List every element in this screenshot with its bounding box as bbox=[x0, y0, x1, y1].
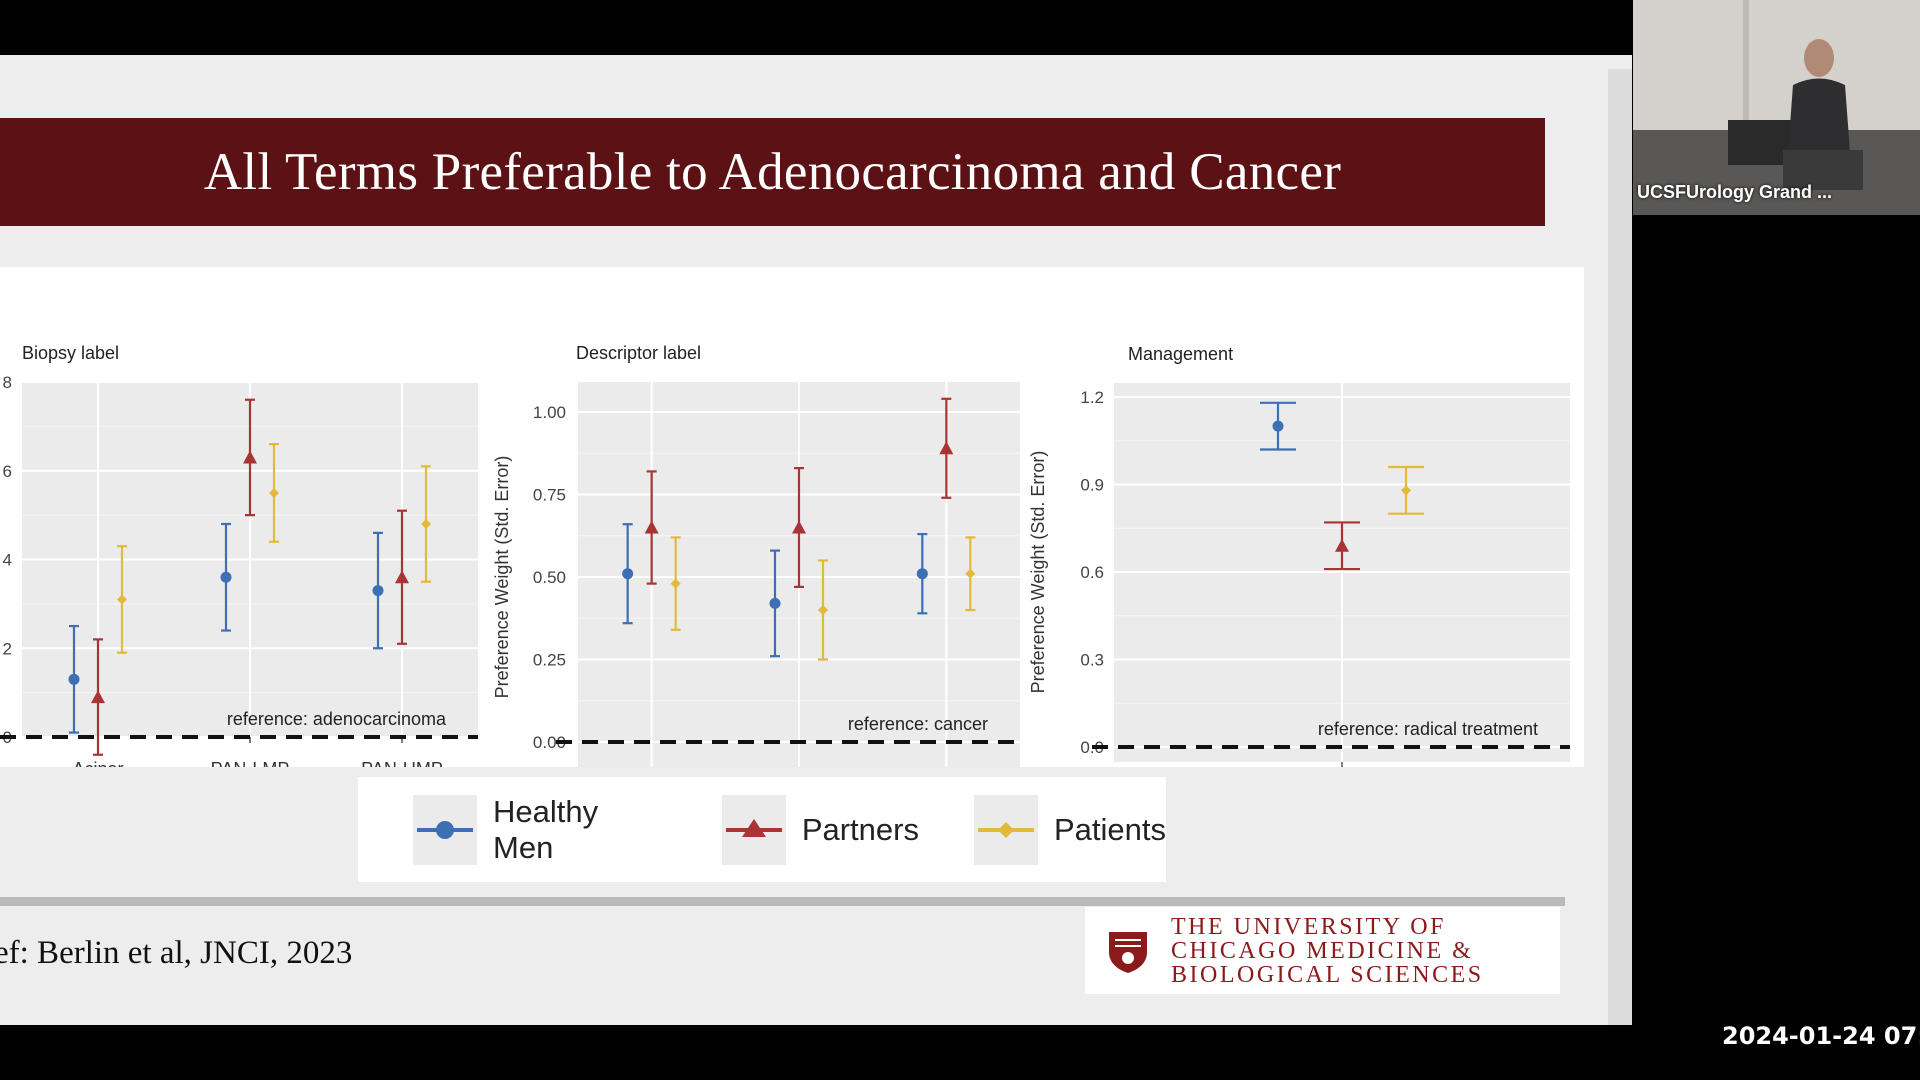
y-axis-label: Preference Weight (Std. Error) bbox=[492, 456, 512, 699]
legend: Healthy Men Partners Patients bbox=[358, 777, 1166, 882]
data-point-circle bbox=[68, 673, 80, 685]
logo-wordmark: THE UNIVERSITY OF CHICAGO MEDICINE & BIO… bbox=[1171, 915, 1484, 987]
legend-label: Healthy Men bbox=[493, 793, 599, 865]
y-tick-label: 1.00 bbox=[533, 403, 566, 422]
data-point-triangle bbox=[243, 450, 257, 464]
charts-panel: Biopsy label02468AcinarNeoplasmPAN-LMPPA… bbox=[0, 267, 1584, 767]
legend-label: Partners bbox=[801, 811, 919, 847]
data-point-diamond bbox=[269, 487, 279, 498]
data-point-circle bbox=[1272, 420, 1284, 432]
chart-title: Management bbox=[1128, 344, 1233, 364]
data-point-circle bbox=[622, 568, 634, 580]
citation-text: ef: Berlin et al, JNCI, 2023 bbox=[0, 935, 353, 971]
chart-title: Biopsy label bbox=[22, 343, 119, 363]
legend-key-diamond-icon bbox=[973, 794, 1038, 865]
participant-name: UCSFUrology Grand ... bbox=[1637, 182, 1833, 202]
legend-item-patients: Patients bbox=[973, 794, 1166, 865]
data-point-diamond bbox=[670, 578, 681, 589]
data-point-diamond bbox=[1401, 485, 1411, 496]
legend-key-triangle-icon bbox=[721, 794, 786, 865]
logo-line: THE UNIVERSITY OF bbox=[1171, 913, 1446, 940]
reference-label: reference: cancer bbox=[848, 714, 988, 734]
y-tick-label: 4 bbox=[3, 551, 12, 570]
university-logo: THE UNIVERSITY OF CHICAGO MEDICINE & BIO… bbox=[1085, 907, 1560, 994]
slide-edge bbox=[1608, 69, 1632, 1025]
presentation-slide: All Terms Preferable to Adenocarcinoma a… bbox=[0, 55, 1632, 1025]
data-point-diamond bbox=[818, 605, 828, 615]
data-point-triangle bbox=[395, 570, 409, 584]
x-tick-label: Acinar bbox=[72, 759, 123, 767]
charts-figure: Biopsy label02468AcinarNeoplasmPAN-LMPPA… bbox=[0, 343, 1570, 767]
logo-line: BIOLOGICAL SCIENCES bbox=[1171, 961, 1484, 988]
data-point-triangle bbox=[644, 520, 659, 534]
data-point-diamond bbox=[965, 568, 976, 579]
slide-title: All Terms Preferable to Adenocarcinoma a… bbox=[203, 143, 1342, 201]
y-tick-label: 0.25 bbox=[533, 651, 566, 670]
crest-icon bbox=[1109, 931, 1147, 973]
reference-label: reference: radical treatment bbox=[1318, 719, 1538, 739]
y-tick-label: 0.00 bbox=[533, 733, 566, 752]
y-tick-label: 6 bbox=[3, 462, 12, 481]
y-tick-label: 0.50 bbox=[533, 568, 566, 587]
legend-label: Patients bbox=[1053, 811, 1166, 847]
data-point-triangle bbox=[1335, 538, 1349, 552]
data-point-circle bbox=[372, 585, 384, 597]
participant-video-tile[interactable]: UCSFUrology Grand ... bbox=[1633, 0, 1920, 215]
logo-line: CHICAGO MEDICINE & bbox=[1171, 937, 1474, 964]
y-tick-label: 0.75 bbox=[533, 486, 566, 505]
chart-title: Descriptor label bbox=[576, 343, 701, 363]
y-tick-label: 0.9 bbox=[1080, 476, 1104, 495]
speaker-video-frame bbox=[1633, 0, 1920, 215]
legend-key-circle-icon bbox=[413, 794, 477, 865]
data-point-circle bbox=[769, 597, 781, 609]
legend-item-healthy-men: Healthy Men bbox=[413, 794, 667, 866]
reference-label: reference: adenocarcinoma bbox=[227, 709, 447, 729]
y-tick-label: 2 bbox=[3, 639, 12, 658]
y-tick-label: 1.2 bbox=[1080, 388, 1104, 407]
data-point-diamond bbox=[421, 519, 431, 529]
y-tick-label: 0.6 bbox=[1080, 563, 1104, 582]
legend-item-partners: Partners bbox=[721, 794, 919, 865]
y-axis-label: Preference Weight (Std. Error) bbox=[1028, 451, 1048, 694]
divider bbox=[0, 897, 1565, 906]
x-tick-label: PAN-UMP bbox=[361, 759, 443, 767]
data-point-diamond bbox=[117, 594, 127, 605]
data-point-circle bbox=[220, 571, 232, 583]
timestamp: 2024-01-24 07:1 bbox=[1722, 1022, 1920, 1050]
data-point-circle bbox=[916, 568, 928, 580]
y-tick-label: 8 bbox=[3, 373, 12, 392]
x-tick-label: PAN-LMP bbox=[211, 759, 290, 767]
data-point-triangle bbox=[91, 690, 105, 704]
data-point-triangle bbox=[792, 520, 806, 534]
y-tick-label: 0.3 bbox=[1080, 651, 1104, 670]
title-bar: All Terms Preferable to Adenocarcinoma a… bbox=[0, 118, 1545, 226]
data-point-triangle bbox=[939, 441, 954, 455]
